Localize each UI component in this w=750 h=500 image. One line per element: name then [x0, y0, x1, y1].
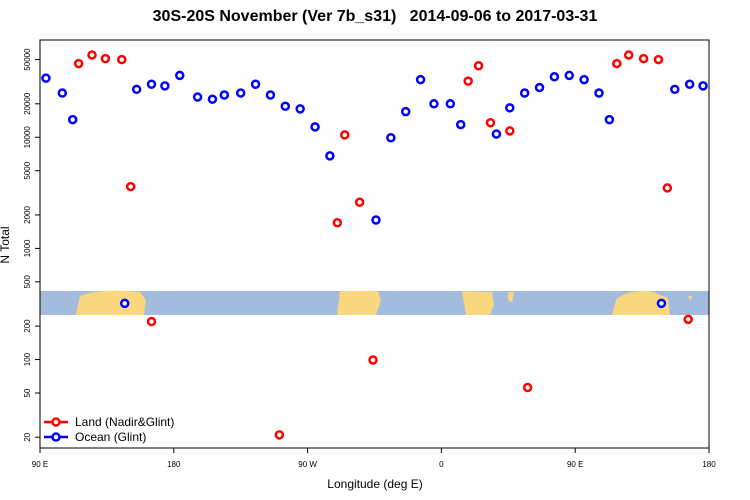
point [594, 88, 604, 98]
point [67, 114, 78, 125]
legend-label: Land (Nadir&Glint) [75, 415, 174, 429]
point [623, 50, 634, 60]
point [146, 316, 157, 327]
legend-marker [51, 417, 61, 427]
x-tick-label: 90 E [567, 460, 583, 469]
point [564, 70, 575, 81]
point [310, 122, 320, 132]
point [160, 81, 170, 91]
point [473, 60, 484, 71]
point [73, 58, 84, 69]
y-tick-label: 5000 [23, 161, 32, 179]
point [684, 79, 695, 89]
point [274, 430, 285, 440]
point [445, 99, 456, 109]
point [429, 99, 439, 109]
legend-label: Ocean (Glint) [75, 430, 146, 444]
y-tick-label: 100 [23, 352, 32, 366]
point [463, 76, 473, 86]
map-strip [40, 290, 709, 317]
point [579, 74, 589, 85]
point [332, 218, 343, 228]
point [656, 298, 667, 309]
y-tick-label: 500 [23, 275, 32, 289]
y-tick-label: 200 [23, 319, 32, 333]
x-tick-label: 90 E [32, 460, 48, 469]
point [280, 101, 291, 112]
point [662, 183, 673, 193]
point [653, 54, 664, 65]
point [415, 74, 426, 85]
point [522, 382, 533, 393]
point [386, 132, 396, 143]
plot-frame [39, 39, 710, 449]
point [174, 70, 185, 81]
point [368, 355, 378, 365]
y-tick-label: 2000 [23, 205, 32, 223]
point [505, 103, 515, 113]
point [235, 88, 246, 98]
point [131, 84, 142, 95]
point [117, 54, 127, 65]
point [340, 130, 350, 140]
x-tick-label: 180 [167, 460, 181, 469]
y-tick-label: 50 [23, 388, 32, 397]
y-tick-label: 20 [23, 432, 32, 441]
point [400, 106, 411, 117]
point [455, 119, 466, 130]
point [100, 53, 111, 64]
point [146, 79, 157, 89]
point [354, 197, 365, 208]
point [670, 84, 680, 95]
point [519, 88, 530, 98]
point [119, 298, 130, 309]
point [612, 58, 622, 69]
point [549, 72, 560, 82]
point [295, 104, 305, 114]
point [485, 118, 496, 128]
legend-marker [51, 432, 61, 442]
point [219, 90, 230, 100]
point [534, 82, 545, 93]
point [125, 181, 136, 192]
y-tick-label: 10000 [23, 126, 32, 149]
y-tick-label: 50000 [23, 48, 32, 71]
y-axis-label: N Total [0, 226, 12, 263]
point [265, 90, 276, 100]
point [604, 114, 615, 125]
point [638, 53, 649, 64]
point [87, 50, 97, 60]
point [192, 92, 203, 102]
point [371, 215, 381, 225]
point [698, 81, 708, 91]
point [491, 129, 502, 139]
y-tick-label: 20000 [23, 92, 32, 115]
y-tick-label: 1000 [23, 239, 32, 257]
point [207, 94, 218, 104]
point [683, 314, 693, 325]
x-tick-label: 180 [702, 460, 716, 469]
point [325, 151, 335, 161]
point [505, 126, 515, 136]
point [57, 88, 68, 98]
point [250, 79, 261, 89]
chart-title: 30S-20S November (Ver 7b_s31) 2014-09-06… [153, 8, 598, 25]
x-tick-label: 0 [439, 460, 444, 469]
x-axis-label: Longitude (deg E) [327, 477, 422, 491]
x-tick-label: 90 W [298, 460, 317, 469]
point [41, 73, 51, 83]
